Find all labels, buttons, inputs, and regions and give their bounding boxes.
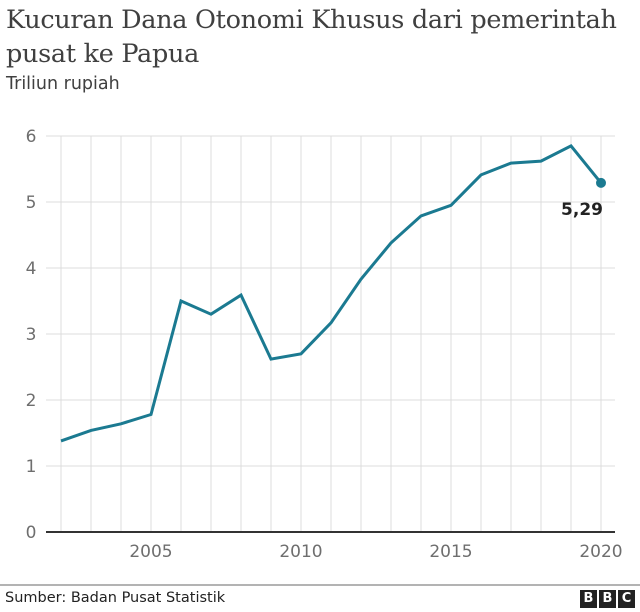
chart-subtitle: Triliun rupiah <box>6 74 120 94</box>
end-point-marker <box>596 177 606 188</box>
x-tick-label: 2010 <box>279 542 322 562</box>
x-tick-label: 2015 <box>429 542 472 562</box>
y-axis-ticks: 0 1 2 3 4 5 6 <box>26 127 37 543</box>
y-tick-label: 5 <box>26 193 37 213</box>
y-tick-label: 6 <box>26 127 37 147</box>
end-point-label: 5,29 <box>561 200 603 220</box>
x-tick-label: 2005 <box>129 542 172 562</box>
footer-divider <box>0 584 640 586</box>
bbc-logo-letter: B <box>599 590 616 608</box>
bbc-logo-letter: B <box>580 590 597 608</box>
bbc-logo-letter: C <box>618 590 635 608</box>
y-tick-label: 1 <box>26 457 37 477</box>
y-tick-label: 4 <box>26 259 37 279</box>
source-text: Sumber: Badan Pusat Statistik <box>5 590 226 606</box>
line-chart: 0 1 2 3 4 5 6 2005 2010 2015 2020 5,29 <box>26 127 623 562</box>
chart-title: Kucuran Dana Otonomi Khusus dari pemerin… <box>6 5 617 69</box>
x-axis-ticks: 2005 2010 2015 2020 <box>129 542 622 562</box>
grid <box>46 135 615 532</box>
y-tick-label: 2 <box>26 391 37 411</box>
y-tick-label: 0 <box>26 523 37 543</box>
data-line <box>60 144 603 443</box>
y-tick-label: 3 <box>26 325 37 345</box>
bbc-logo: B B C <box>580 590 635 608</box>
x-tick-label: 2020 <box>579 542 622 562</box>
